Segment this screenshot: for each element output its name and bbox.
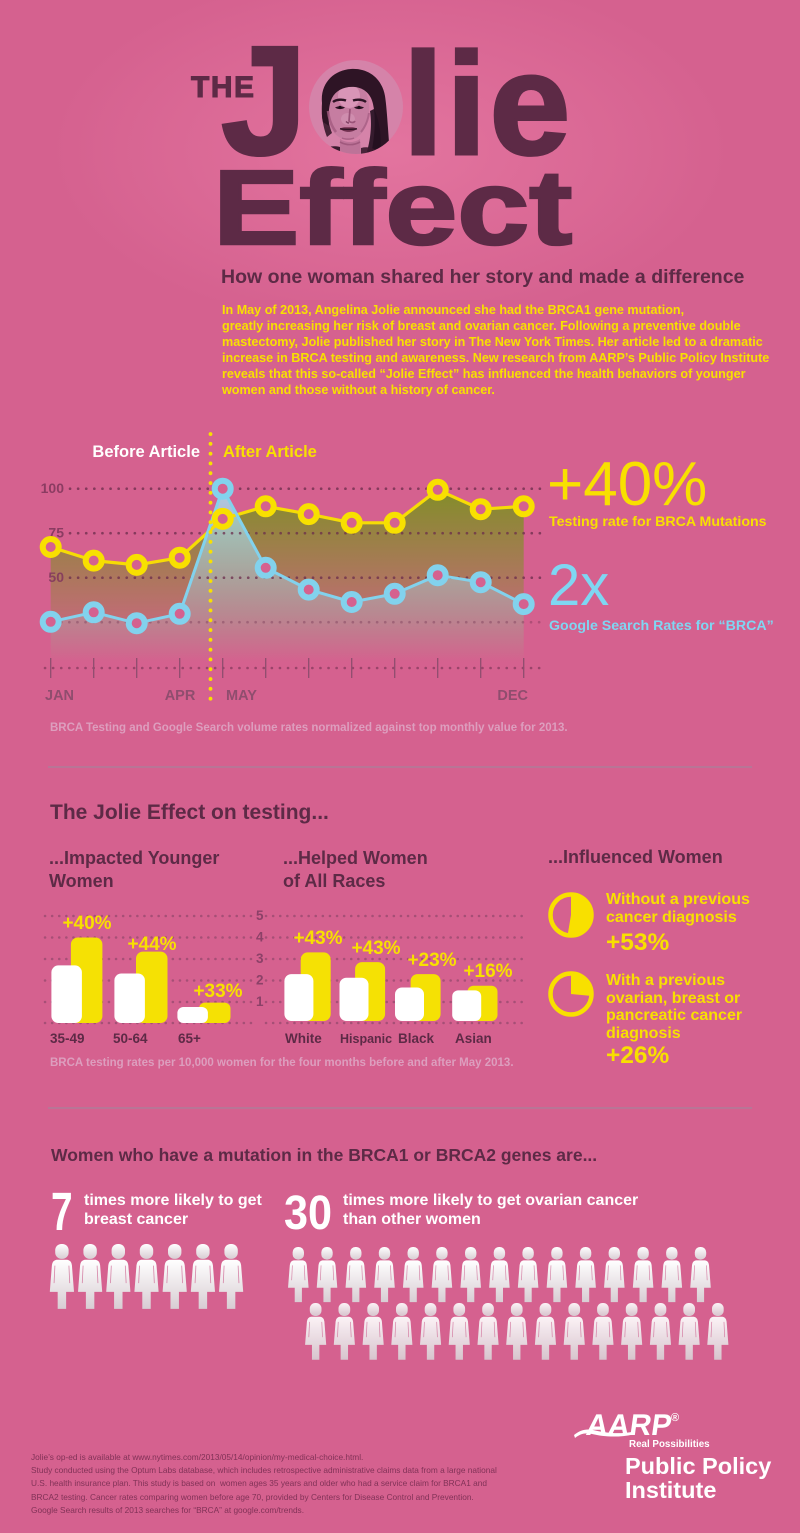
svg-text:Asian: Asian <box>455 1031 492 1046</box>
svg-text:+16%: +16% <box>463 961 512 982</box>
svg-text:50: 50 <box>48 569 64 585</box>
svg-text:+44%: +44% <box>127 934 176 955</box>
svg-text:+40%: +40% <box>62 913 111 934</box>
svg-text:65+: 65+ <box>178 1031 201 1046</box>
svg-text:1: 1 <box>256 994 264 1009</box>
svg-text:100: 100 <box>41 480 65 496</box>
svg-text:DEC: DEC <box>497 688 528 704</box>
svg-text:+23%: +23% <box>407 950 456 971</box>
svg-text:After Article: After Article <box>223 443 317 461</box>
svg-text:35-49: 35-49 <box>50 1031 85 1046</box>
svg-text:5: 5 <box>256 908 264 923</box>
svg-text:APR: APR <box>165 688 196 704</box>
svg-text:+43%: +43% <box>351 938 400 959</box>
svg-text:3: 3 <box>256 951 264 966</box>
svg-text:Black: Black <box>398 1031 435 1046</box>
svg-text:Hispanic: Hispanic <box>340 1032 392 1046</box>
svg-text:4: 4 <box>256 930 264 945</box>
svg-text:JAN: JAN <box>45 688 74 704</box>
svg-text:Before Article: Before Article <box>92 443 200 461</box>
svg-text:50-64: 50-64 <box>113 1031 148 1046</box>
svg-text:White: White <box>285 1031 322 1046</box>
svg-text:+43%: +43% <box>293 928 342 949</box>
svg-text:MAY: MAY <box>226 688 257 704</box>
svg-text:+33%: +33% <box>193 981 242 1002</box>
svg-text:2: 2 <box>256 973 264 988</box>
